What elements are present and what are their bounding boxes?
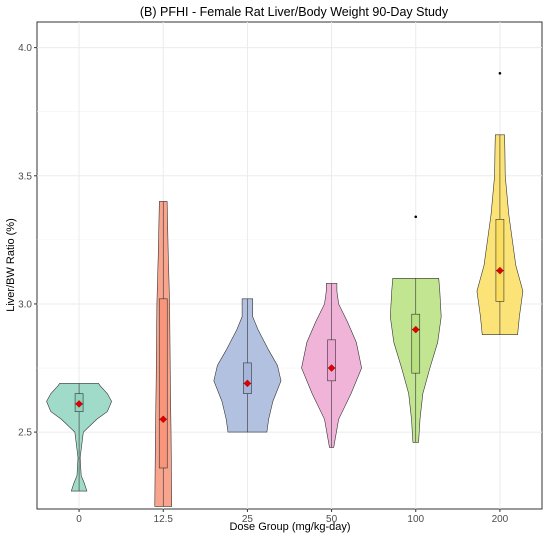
y-tick-label: 3.5 bbox=[18, 171, 32, 182]
x-tick-label: 50 bbox=[326, 514, 338, 525]
box bbox=[411, 313, 421, 374]
x-tick-label: 100 bbox=[407, 514, 424, 525]
outlier-point bbox=[498, 71, 502, 75]
mean-marker bbox=[496, 266, 504, 275]
mean-marker bbox=[327, 364, 336, 372]
y-tick-label: 4.0 bbox=[18, 43, 32, 54]
x-tick-label: 12.5 bbox=[154, 514, 174, 525]
box bbox=[495, 219, 505, 302]
chart-title: (B) PFHI - Female Rat Liver/Body Weight … bbox=[140, 5, 449, 19]
mean-marker bbox=[243, 379, 252, 388]
box bbox=[158, 298, 168, 469]
x-tick-label: 25 bbox=[242, 514, 254, 525]
x-axis-label: Dose Group (mg/kg-day) bbox=[229, 521, 350, 533]
plot-panel-border bbox=[36, 21, 543, 510]
x-tick-label: 0 bbox=[76, 514, 82, 525]
box bbox=[243, 362, 252, 394]
outlier-point bbox=[414, 215, 418, 219]
mean-marker bbox=[159, 415, 168, 424]
y-axis-ticks: 2.5 3.0 3.5 4.0 bbox=[18, 43, 37, 439]
plot-area: 2.5 3.0 3.5 4.0 0 12.5 25 50 100 200 bbox=[18, 21, 543, 525]
mean-marker bbox=[411, 325, 420, 334]
x-tick-label: 200 bbox=[492, 514, 509, 525]
y-axis-label: Liver/BW Ratio (%) bbox=[5, 218, 17, 312]
y-tick-label: 2.5 bbox=[18, 428, 32, 439]
box bbox=[327, 339, 336, 382]
mean-marker bbox=[75, 400, 83, 408]
y-tick-label: 3.0 bbox=[18, 299, 32, 310]
violins bbox=[46, 71, 524, 507]
x-axis-ticks: 0 12.5 25 50 100 200 bbox=[76, 509, 509, 525]
